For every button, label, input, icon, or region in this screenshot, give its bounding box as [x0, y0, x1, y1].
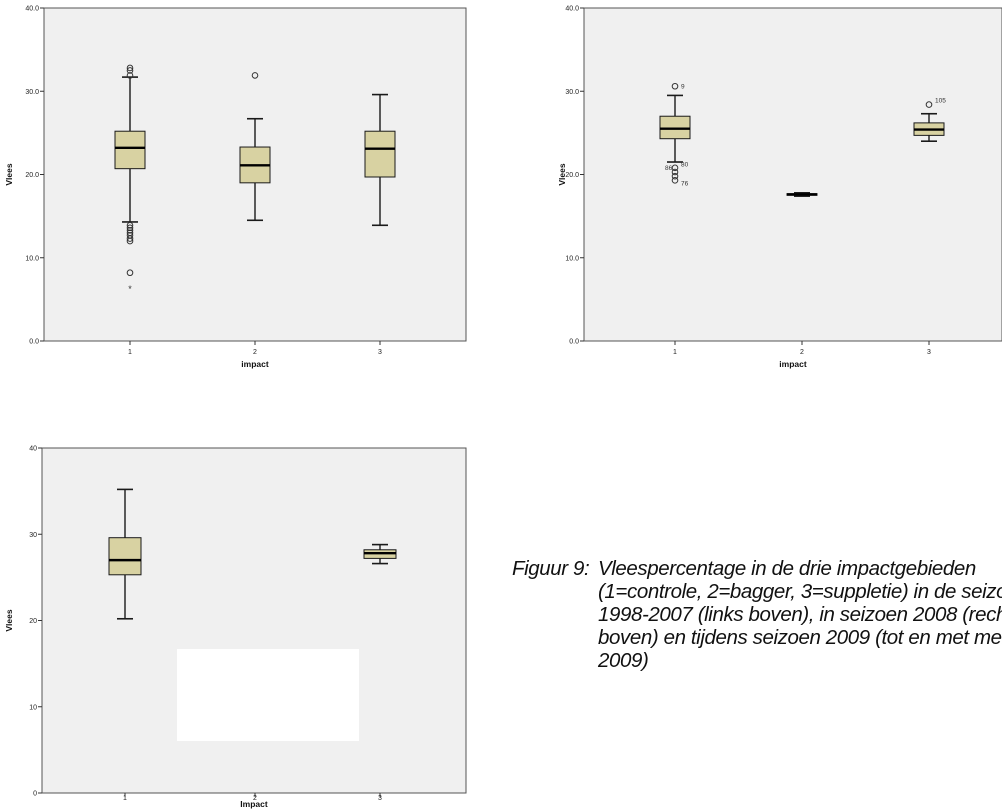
outlier-point — [671, 164, 679, 172]
caption-text: Vleespercentage in de drie impactgebiede… — [598, 557, 1002, 672]
y-tick-label: 0 — [33, 791, 37, 798]
x-tick-label: 2 — [253, 795, 257, 802]
outlier-point — [126, 64, 134, 72]
box-category-1: 9 80 86 76 — [659, 82, 691, 188]
y-tick-label: 30.0 — [565, 89, 579, 96]
y-tick-label: 10.0 — [565, 255, 579, 262]
y-axis-label: Vlees — [4, 609, 14, 631]
iqr-box — [659, 115, 691, 140]
box-category-2 — [786, 192, 818, 197]
x-tick-label: 2 — [800, 349, 804, 356]
outlier-point — [126, 235, 134, 242]
y-axis-label: Vlees — [557, 163, 567, 185]
outlier-label: 9 — [681, 83, 685, 90]
y-tick-label: 10.0 — [25, 255, 39, 262]
box-category-3 — [363, 543, 397, 565]
y-tick-label: 10 — [29, 704, 37, 711]
box-plot-2008: 0.0 10.0 20.0 30.0 40.0 1 2 3 impact Vlees 9 80 86 76… — [557, 6, 1002, 369]
box-category-1: * — [114, 64, 146, 294]
outlier-label: 76 — [681, 181, 689, 188]
box-category-2 — [239, 72, 271, 222]
box-plot-2009: 0 10 20 30 40 1 2 3 Impact Vlees — [4, 446, 467, 809]
iqr-box — [114, 130, 146, 170]
x-tick-label: 3 — [927, 349, 931, 356]
x-tick-label: 1 — [123, 795, 127, 802]
caption-line: boven) en tijdens seizoen 2009 (tot en m… — [598, 626, 1002, 649]
outlier-label: 86 — [665, 165, 673, 172]
outlier-point — [251, 72, 259, 79]
x-axis-label: impact — [241, 359, 269, 369]
y-tick-label: 40.0 — [25, 6, 39, 13]
x-tick-label: 3 — [378, 795, 382, 802]
box-category-3 — [364, 93, 396, 227]
y-tick-label: 20.0 — [25, 172, 39, 179]
y-tick-label: 20.0 — [565, 172, 579, 179]
outlier-point — [671, 172, 679, 180]
y-tick-label: 40 — [29, 446, 37, 453]
plot-area — [583, 7, 1002, 342]
box-category-3: 105 — [913, 97, 946, 142]
x-tick-label: 1 — [128, 349, 132, 356]
outlier-point — [126, 72, 134, 79]
outlier-point — [671, 168, 679, 176]
y-tick-label: 20 — [29, 618, 37, 625]
x-tick-label: 1 — [673, 349, 677, 356]
x-tick-label: 2 — [253, 349, 257, 356]
caption-label: Figuur 9: — [512, 557, 590, 580]
box-category-1 — [108, 488, 142, 620]
iqr-box — [364, 130, 396, 178]
y-tick-label: 0.0 — [29, 339, 39, 346]
caption-line: Vleespercentage in de drie impactgebiede… — [598, 557, 976, 580]
caption-line: 2009) — [598, 649, 649, 672]
plot-area — [41, 447, 467, 794]
y-tick-label: 30.0 — [25, 89, 39, 96]
outlier-point — [671, 177, 679, 184]
extreme-point: * — [128, 284, 132, 294]
outlier-point — [126, 224, 134, 232]
outlier-point — [925, 101, 933, 108]
blank-overlay — [177, 649, 359, 741]
y-axis-label: Vlees — [4, 163, 14, 185]
outlier-point — [126, 226, 134, 234]
caption-line: 1998-2007 (links boven), in seizoen 2008… — [598, 603, 1002, 626]
x-tick-label: 3 — [378, 349, 382, 356]
x-axis-label: impact — [779, 359, 807, 369]
y-tick-label: 0.0 — [569, 339, 579, 346]
x-axis-label: Impact — [240, 799, 268, 809]
outlier-label: 105 — [935, 97, 946, 104]
y-tick-label: 40.0 — [565, 6, 579, 13]
iqr-box — [108, 537, 142, 576]
outlier-point — [671, 82, 679, 90]
y-tick-label: 30 — [29, 532, 37, 539]
outlier-point — [126, 269, 134, 277]
box-plot-1998-2007: 0.0 10.0 20.0 30.0 40.0 1 2 3 impact Vlees * — [4, 6, 467, 369]
outlier-point — [126, 221, 134, 229]
outlier-point — [126, 237, 134, 245]
caption-line: (1=controle, 2=bagger, 3=suppletie) in d… — [598, 580, 1002, 603]
outlier-point — [126, 67, 134, 74]
outlier-label: 80 — [681, 162, 689, 169]
